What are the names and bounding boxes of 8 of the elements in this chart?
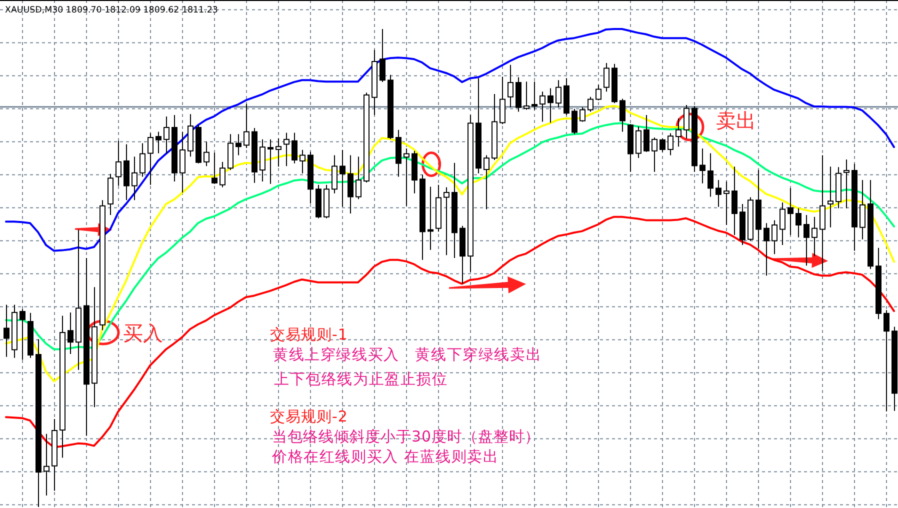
- annotation: 上下包络线为止盈止损位: [274, 370, 448, 388]
- annotation: 交易规则-1: [270, 326, 348, 344]
- annotation: 买入: [123, 321, 163, 345]
- annotation: 黄线上穿绿线买入 黄线下穿绿线卖出: [273, 346, 542, 364]
- annotation: 卖出: [716, 108, 756, 132]
- annotation: 交易规则-2: [270, 408, 348, 426]
- title: XAUUSD,M30 1809.70 1812.09 1809.62 1811.23: [5, 6, 218, 16]
- annotation: 价格在红线则买入 在蓝线则卖出: [272, 448, 499, 466]
